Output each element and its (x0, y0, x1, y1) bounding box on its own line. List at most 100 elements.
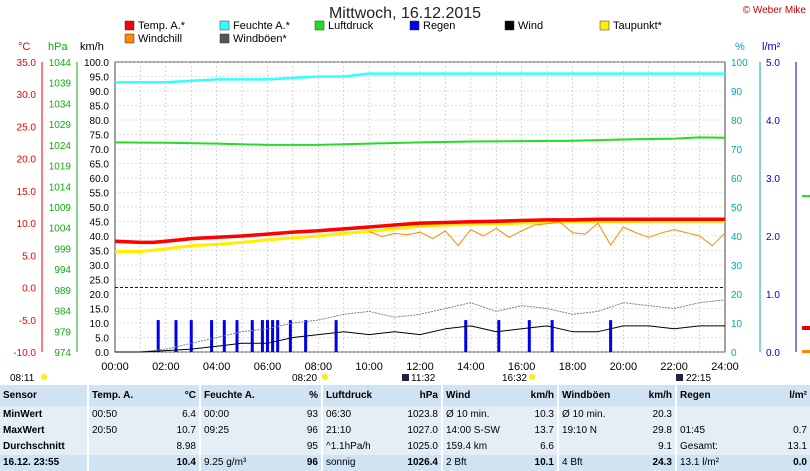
table-cell: 6.6 (502, 438, 558, 455)
temp-tick-label: 20.0 (17, 155, 37, 166)
legend-swatch (504, 20, 515, 31)
time-tick-label: 00:00 (101, 361, 129, 373)
legend-swatch (409, 20, 420, 31)
table-cell: 01:45 (675, 422, 738, 439)
legend-swatch (124, 33, 135, 44)
table-cell: 0.7 (738, 422, 810, 439)
table-cell: 1026.4 (382, 454, 442, 471)
rain-tick-label: 4.0 (766, 116, 780, 127)
legend-swatch (599, 20, 610, 31)
kmh-tick-label: 45.0 (90, 218, 110, 229)
pct-tick-label: 80 (731, 116, 743, 127)
time-tick-label: 16:00 (508, 361, 536, 373)
pct-unit-label: % (735, 41, 745, 53)
hpa-tick-label: 1009 (49, 203, 72, 214)
table-cell: Windböen (557, 385, 620, 406)
legend-label: Luftdruck (328, 20, 374, 32)
hpa-tick-label: 989 (54, 286, 71, 297)
table-cell: Gesamt: (675, 438, 738, 455)
table-cell: 00:00 (199, 405, 262, 423)
table-cell: 9.25 g/m³ (199, 454, 262, 471)
legend-label: Regen (423, 20, 455, 32)
table-cell: 95 (262, 438, 322, 455)
table-cell: 10.4 (148, 454, 200, 471)
kmh-tick-label: 10.0 (90, 319, 110, 330)
table-cell (738, 405, 810, 423)
pct-tick-label: 70 (731, 145, 743, 156)
right-temp-marker (802, 326, 810, 330)
legend-label: Temp. A.* (138, 20, 186, 32)
legend-swatch (219, 33, 230, 44)
pct-tick-label: 30 (731, 261, 743, 272)
hpa-tick-label: 1039 (49, 79, 72, 90)
kmh-tick-label: 55.0 (90, 189, 110, 200)
series-line-taupunkt (115, 219, 725, 253)
hpa-tick-label: 1029 (49, 120, 72, 131)
table-cell: Regen (675, 385, 738, 406)
table-cell: 06:30 (321, 405, 382, 423)
kmh-tick-label: 25.0 (90, 276, 110, 287)
rain-tick-label: 5.0 (766, 58, 780, 69)
time-tick-label: 20:00 (610, 361, 638, 373)
hpa-unit-label: hPa (48, 41, 68, 53)
temp-tick-label: -10.0 (13, 348, 36, 359)
temp-tick-label: -5.0 (19, 316, 37, 327)
time-tick-label: 14:00 (457, 361, 485, 373)
legend-swatch (314, 20, 325, 31)
table-cell: 6.4 (148, 405, 200, 423)
series-line-windben (115, 299, 726, 353)
table-cell: 29.8 (620, 422, 676, 439)
series-line-tempa (114, 217, 725, 245)
table-cell (675, 405, 738, 423)
kmh-tick-label: 15.0 (90, 305, 110, 316)
table-cell: km/h (620, 385, 676, 406)
sunset-time: 16:32 (502, 373, 527, 384)
pct-tick-label: 60 (731, 174, 743, 185)
noon-icon (402, 374, 409, 381)
table-cell: Durchschnitt (0, 438, 88, 455)
legend-label: Wind (518, 20, 543, 32)
series-line-luftdruck (114, 136, 726, 146)
rain-tick-label: 1.0 (766, 290, 780, 301)
time-tick-label: 24:00 (711, 361, 739, 373)
table-cell: Ø 10 min. (557, 405, 620, 423)
table-cell: 19:10 N (557, 422, 620, 439)
pct-tick-label: 90 (731, 87, 743, 98)
time-tick-label: 18:00 (559, 361, 587, 373)
table-cell: 8.98 (148, 438, 200, 455)
table-row: 16.12. 23:55 10.4 9.25 g/m³ 96 sonnig 1026.4 2… (0, 454, 810, 471)
sunrise-icon (41, 374, 47, 380)
moon-icon (676, 374, 683, 381)
moonset-time: 22:15 (686, 373, 711, 384)
temp-tick-label: 35.0 (17, 58, 37, 69)
kmh-tick-label: 80.0 (90, 116, 110, 127)
legend-label: Taupunkt* (613, 20, 663, 32)
rain-tick-label: 2.0 (766, 232, 780, 243)
time-tick-label: 04:00 (203, 361, 231, 373)
table-cell: 10.1 (502, 454, 558, 471)
kmh-tick-label: 70.0 (90, 145, 110, 156)
kmh-tick-label: 30.0 (90, 261, 110, 272)
table-cell: 4 Bft (557, 454, 620, 471)
table-row: Sensor Temp. A. °C Feuchte A.% Luftdruck hPa W… (0, 385, 810, 406)
legend-label: Windböen* (233, 33, 288, 45)
pct-tick-label: 100 (731, 58, 748, 69)
table-cell: sonnig (321, 454, 382, 471)
table-cell: km/h (502, 385, 558, 406)
legend-swatch (124, 20, 135, 31)
table-cell: 93 (262, 405, 322, 423)
table-cell: 16.12. 23:55 (0, 454, 88, 471)
hpa-tick-label: 1024 (49, 141, 72, 152)
table-cell: 10.7 (148, 422, 200, 439)
table-cell: 1027.0 (382, 422, 442, 439)
kmh-tick-label: 75.0 (90, 131, 110, 142)
rain-tick-label: 0.0 (766, 348, 780, 359)
table-cell: 9.1 (620, 438, 676, 455)
table-cell: 21:10 (321, 422, 382, 439)
hpa-tick-label: 999 (54, 244, 71, 255)
sunrise-time: 08:11 (10, 373, 35, 384)
kmh-tick-label: 40.0 (90, 232, 110, 243)
kmh-tick-label: 35.0 (90, 247, 110, 258)
time-tick-label: 02:00 (152, 361, 180, 373)
table-cell: l/m² (738, 385, 810, 406)
